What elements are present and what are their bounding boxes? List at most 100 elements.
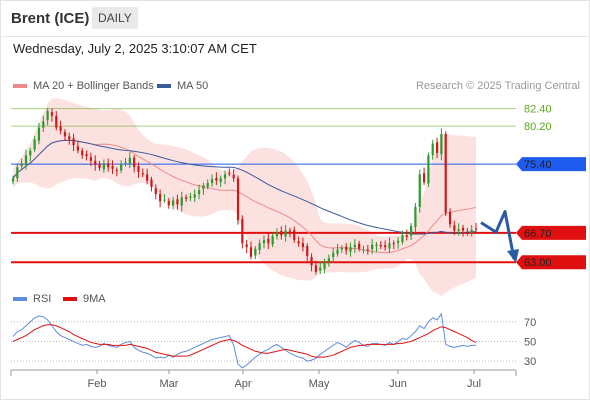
candle-body (202, 185, 205, 189)
candle-body (29, 150, 32, 156)
level-tag-75.40 (516, 157, 586, 172)
candle-body (405, 235, 408, 237)
candle-body (461, 227, 465, 231)
timestamp: Wednesday, July 2, 2025 3:10:07 AM CET (13, 41, 257, 56)
legend-ma9-label: 9MA (83, 293, 106, 305)
candle-body (111, 166, 114, 169)
candle-body (306, 245, 309, 256)
candle-body (215, 177, 218, 181)
level-labels: 82.40 80.20 75.40 66.70 63.00 (516, 104, 586, 270)
candle-body (241, 219, 244, 244)
candle-body (323, 261, 326, 269)
candle-body (85, 154, 88, 157)
candle-body (245, 244, 248, 248)
candle-body (107, 163, 110, 168)
bollinger-band (13, 98, 476, 297)
candle-body (371, 244, 374, 250)
legend-ma50-swatch (157, 84, 171, 88)
candle-body (319, 267, 322, 271)
legend-rsi: RSI (13, 293, 51, 305)
candle-body (219, 178, 222, 182)
candle-body (466, 231, 469, 233)
candle-body (42, 121, 45, 128)
candle-body (293, 230, 296, 241)
candle-body (388, 243, 391, 249)
level-label-66.70: 66.70 (524, 228, 552, 240)
candle-body (435, 142, 439, 153)
candle-body (384, 245, 387, 248)
legend-ma50: MA 50 (157, 80, 208, 92)
candle-body (102, 163, 105, 170)
legend-ma50-label: MA 50 (177, 80, 209, 92)
candle-body (288, 230, 292, 232)
forecast-arrow (480, 210, 519, 264)
candle-body (280, 230, 283, 236)
candle-body (336, 249, 339, 254)
candle-body (50, 112, 54, 116)
candle-body (392, 243, 395, 245)
candle-body (379, 244, 382, 247)
candle-body (427, 155, 430, 184)
candle-body (159, 194, 162, 202)
candle-body (124, 162, 127, 164)
candle-body (223, 174, 227, 179)
candle-body (172, 200, 175, 206)
candle-body (275, 232, 279, 237)
candle-body (72, 138, 75, 146)
candle-body (375, 244, 378, 246)
candle-body (184, 197, 188, 199)
rsi-ma9-line (12, 324, 477, 358)
candle-body (94, 160, 97, 165)
level-tag-63.00 (516, 255, 586, 270)
candle-body (189, 196, 192, 198)
candle-body (11, 178, 15, 182)
level-label-75.40: 75.40 (524, 159, 552, 171)
candle-body (55, 115, 58, 128)
candle-body (349, 247, 352, 252)
x-axis-label: Jun (389, 378, 407, 390)
candle-body (68, 136, 71, 140)
candle-body (141, 173, 144, 175)
candle-body (345, 246, 348, 251)
candle-body (401, 235, 404, 243)
candle-body (314, 265, 317, 272)
header-divider (0, 36, 590, 37)
candle-body (210, 179, 214, 184)
candle-body (150, 179, 153, 188)
candle-body (197, 190, 201, 195)
candle-body (474, 228, 478, 230)
candle-body (249, 247, 253, 257)
rsi-tick-label: 30 (524, 356, 536, 368)
x-axis-label: Jul (467, 378, 481, 390)
candle-body (301, 243, 305, 248)
instrument-title: Brent (ICE) (11, 10, 90, 27)
candle-body (180, 197, 183, 206)
forecast-arrow-head (507, 249, 519, 264)
moving-average-layer (12, 139, 477, 254)
candle-body (267, 238, 270, 244)
candle-body (327, 258, 330, 262)
candle-body (176, 199, 179, 205)
candle-body (353, 244, 356, 248)
candle-body (409, 225, 413, 236)
candle-body (128, 157, 131, 164)
candle-body (33, 139, 36, 150)
candle-body (448, 211, 452, 225)
candle-body (254, 248, 257, 256)
legend-bollinger-swatch (13, 84, 27, 88)
timeframe-badge[interactable]: DAILY (92, 7, 138, 29)
legend-ma9-swatch (63, 297, 77, 301)
legend-rsi-label: RSI (33, 293, 52, 305)
candle-body (332, 252, 335, 258)
rsi-panel: 70 50 30 (11, 312, 536, 369)
rsi-line (12, 312, 476, 369)
candle-body (414, 206, 417, 227)
candle-body (358, 243, 361, 249)
x-axis: Feb Mar Apr May Jun Jul (10, 369, 517, 390)
candle-body (340, 247, 343, 250)
candle-body (470, 229, 473, 233)
candle-body (16, 167, 19, 179)
candle-body (146, 174, 149, 181)
candle-body (362, 249, 365, 251)
